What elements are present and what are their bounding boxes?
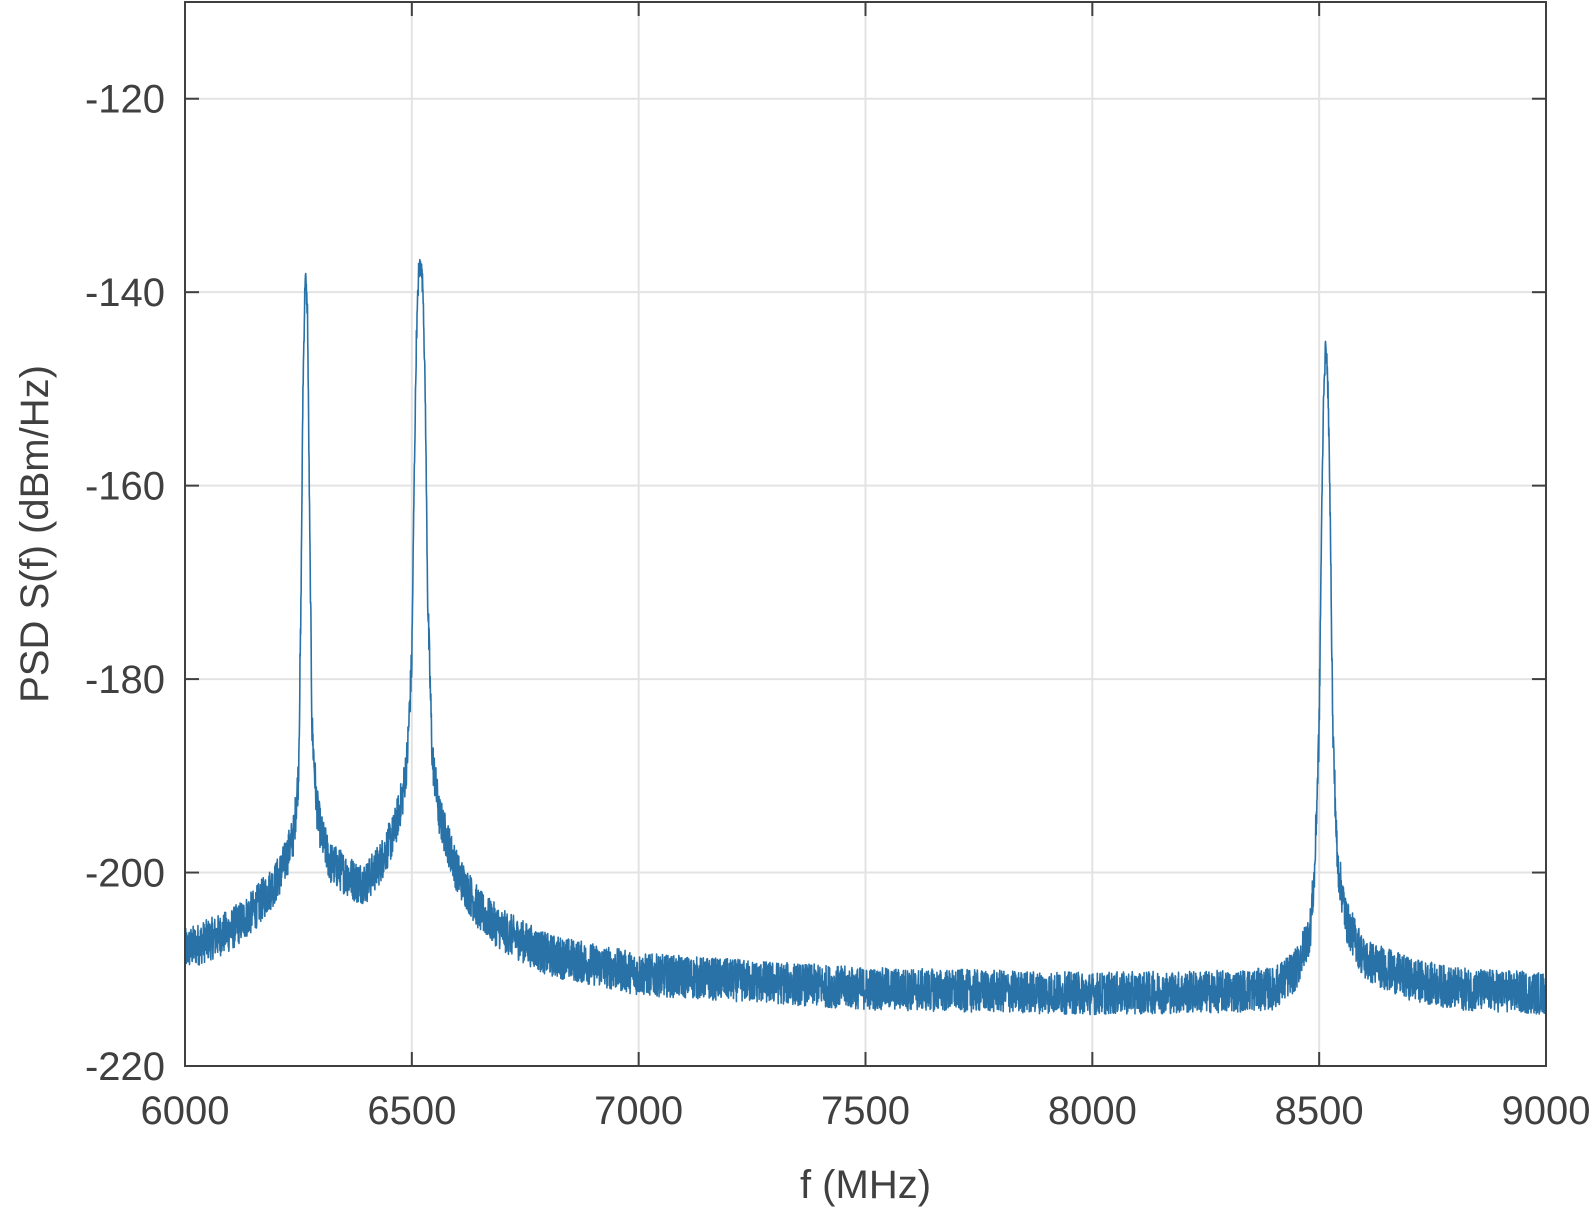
y-tick-label: -180 xyxy=(85,658,165,702)
y-tick-label: -120 xyxy=(85,78,165,122)
x-tick-label: 6000 xyxy=(141,1089,230,1133)
x-tick-label: 7500 xyxy=(821,1089,910,1133)
y-tick-label: -220 xyxy=(85,1045,165,1089)
x-tick-label: 9000 xyxy=(1502,1089,1591,1133)
plot-area xyxy=(184,258,1547,1016)
x-tick-label: 7000 xyxy=(594,1089,683,1133)
y-tick-label: -140 xyxy=(85,271,165,315)
x-tick-label: 8000 xyxy=(1048,1089,1137,1133)
x-tick-label: 8500 xyxy=(1275,1089,1364,1133)
y-axis-label: PSD S(f) (dBm/Hz) xyxy=(13,365,57,703)
x-axis-label: f (MHz) xyxy=(800,1163,931,1207)
y-tick-label: -200 xyxy=(85,852,165,896)
y-tick-labels: -220 -200 -180 -160 -140 -120 xyxy=(85,78,165,1089)
y-tick-label: -160 xyxy=(85,465,165,509)
x-tick-label: 6500 xyxy=(367,1089,456,1133)
plot-frame xyxy=(184,1,1547,1067)
x-tick-labels: 6000 6500 7000 7500 8000 8500 9000 xyxy=(141,1089,1591,1133)
grid-lines xyxy=(185,2,1546,1066)
psd-series-line xyxy=(184,258,1547,1016)
